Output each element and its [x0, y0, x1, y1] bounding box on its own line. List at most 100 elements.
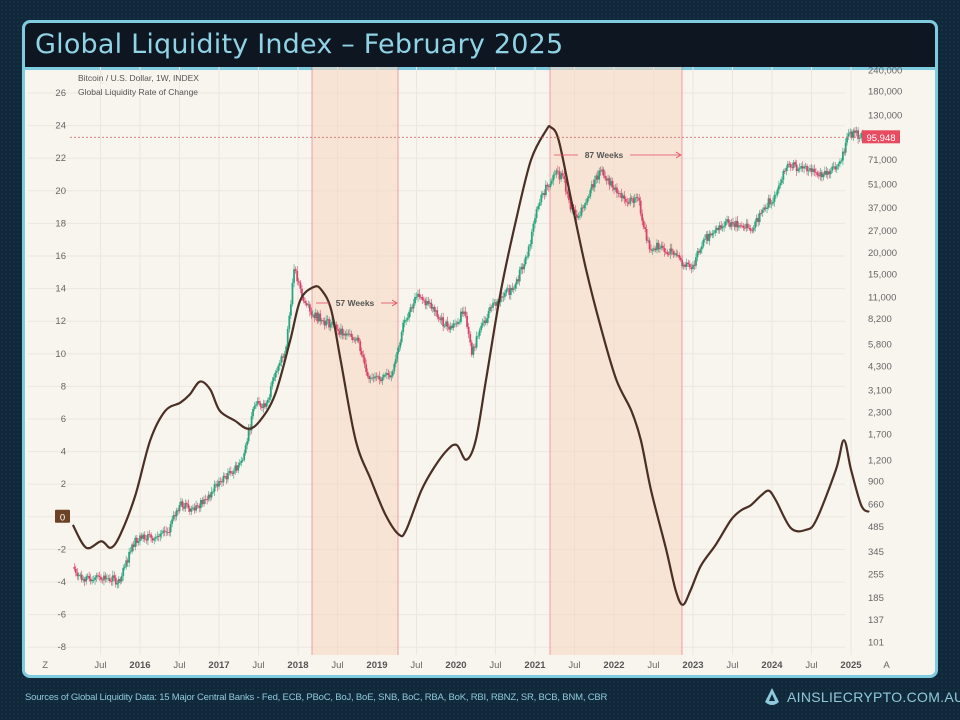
- right-tick-label: 185: [868, 593, 884, 604]
- btc-candle: [641, 213, 644, 221]
- btc-candle: [809, 168, 811, 171]
- btc-candle: [705, 234, 708, 240]
- btc-candle: [711, 233, 714, 236]
- x-tick-label: Jul: [726, 660, 738, 671]
- btc-candle: [860, 132, 863, 138]
- annotations: 57 Weeks 87 Weeks 95,948: [70, 130, 900, 308]
- btc-candle: [181, 501, 184, 507]
- btc-candle: [835, 166, 838, 170]
- btc-candle: [512, 288, 515, 290]
- left-tick-label: 6: [61, 414, 66, 425]
- btc-candle: [776, 189, 779, 195]
- left-tick-label: 16: [55, 251, 66, 262]
- btc-candle: [246, 441, 249, 446]
- btc-candle: [543, 193, 546, 196]
- btc-candle: [598, 170, 601, 180]
- btc-candle: [584, 202, 587, 205]
- btc-candle: [218, 481, 220, 487]
- btc-candle: [378, 376, 381, 380]
- btc-candle: [703, 239, 706, 241]
- btc-candle: [212, 491, 214, 493]
- btc-candle: [852, 130, 855, 138]
- btc-candle: [786, 163, 789, 168]
- btc-candle: [746, 223, 749, 228]
- btc-candle: [795, 164, 798, 172]
- btc-candle: [685, 262, 688, 267]
- btc-candle: [234, 465, 237, 472]
- x-tick-label: Jul: [252, 660, 264, 671]
- btc-candle: [108, 578, 111, 582]
- btc-candle: [481, 323, 484, 326]
- btc-candle: [758, 212, 761, 223]
- btc-candle: [523, 264, 526, 270]
- btc-candle: [709, 233, 712, 236]
- btc-candle: [627, 202, 630, 204]
- btc-candle: [642, 220, 645, 228]
- x-tick-label: 2021: [524, 660, 546, 671]
- left-tick-label: 24: [55, 121, 66, 132]
- btc-candle: [137, 541, 140, 543]
- btc-candle: [645, 229, 648, 241]
- btc-candle: [299, 282, 302, 289]
- btc-candle: [372, 377, 375, 379]
- btc-candle: [357, 337, 360, 342]
- btc-candle: [487, 311, 490, 319]
- left-tick-label: 10: [55, 349, 66, 360]
- btc-candle: [100, 576, 102, 580]
- btc-candle: [503, 292, 506, 297]
- btc-candle: [849, 131, 852, 134]
- btc-candle: [131, 544, 133, 552]
- btc-candle: [193, 507, 196, 511]
- btc-candle: [82, 579, 85, 581]
- x-tick-label: Jul: [805, 660, 817, 671]
- btc-candle: [667, 254, 670, 255]
- btc-candle: [74, 568, 77, 573]
- btc-candle: [305, 303, 308, 306]
- btc-candle: [782, 170, 785, 180]
- grid: [28, 67, 852, 655]
- btc-candle: [684, 264, 686, 267]
- btc-candle: [139, 535, 141, 542]
- btc-candle: [656, 242, 658, 251]
- btc-candle: [259, 403, 262, 407]
- btc-candle: [177, 510, 179, 512]
- btc-candle: [363, 357, 366, 365]
- right-tick-label: 485: [868, 522, 884, 533]
- btc-candle: [209, 494, 212, 498]
- btc-candle: [748, 227, 751, 229]
- btc-candle: [414, 297, 416, 304]
- btc-candle: [514, 284, 517, 289]
- btc-candle: [755, 217, 758, 222]
- x-tick-label: 2019: [366, 660, 387, 671]
- chart-frame: Global Liquidity Index – February 2025: [22, 20, 938, 678]
- brand-logo[interactable]: AINSLIECRYPTO.COM.AU: [765, 688, 960, 706]
- btc-candle: [337, 328, 339, 331]
- btc-candle: [699, 249, 702, 253]
- btc-candle: [720, 225, 723, 229]
- btc-candle: [583, 204, 586, 209]
- btc-candle: [608, 178, 611, 186]
- btc-candle: [854, 130, 856, 133]
- btc-candle: [219, 481, 222, 482]
- btc-candle: [166, 532, 169, 533]
- btc-candle: [544, 184, 547, 196]
- btc-candle: [511, 287, 514, 290]
- btc-candle: [224, 475, 226, 477]
- btc-candle: [94, 577, 96, 580]
- btc-candle: [310, 311, 313, 315]
- btc-candle: [586, 198, 589, 203]
- btc-candle: [542, 193, 544, 195]
- btc-candle: [604, 175, 607, 179]
- btc-candle: [145, 539, 148, 541]
- btc-candle: [347, 333, 350, 335]
- btc-candle: [730, 222, 733, 227]
- btc-candle: [296, 270, 299, 282]
- btc-candle: [727, 219, 730, 223]
- btc-candle: [607, 178, 609, 181]
- btc-candle: [624, 199, 627, 202]
- btc-candle: [810, 168, 813, 172]
- btc-candle: [452, 323, 455, 328]
- period-label: 57 Weeks: [336, 298, 375, 308]
- btc-candle: [592, 184, 595, 188]
- right-tick-label: 27,000: [868, 226, 897, 237]
